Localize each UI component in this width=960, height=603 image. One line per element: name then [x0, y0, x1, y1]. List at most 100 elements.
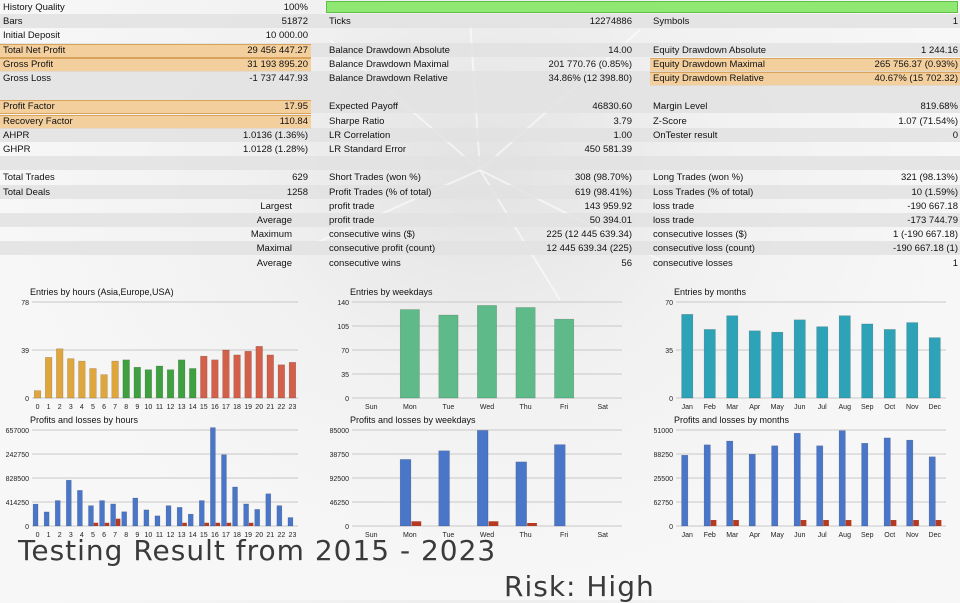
x-tick-label: Tue [443, 404, 455, 411]
profit-bar [66, 479, 72, 527]
profit-bar [132, 497, 139, 527]
report-value-r9c0: 1.0136 (1.36%) [243, 129, 308, 141]
report-label-r18c2: consecutive losses [653, 257, 733, 269]
row-band [0, 14, 960, 29]
loss-bar [800, 520, 807, 526]
x-tick-label: 2 [58, 532, 62, 539]
profit-bar [554, 444, 566, 527]
y-tick-label: 0 [25, 524, 29, 531]
row-band [0, 241, 960, 256]
profit-bar [287, 517, 294, 527]
bar [515, 307, 536, 399]
chart-0: Entries by hours (Asia,Europe,USA) 78 39 0 0… [6, 287, 306, 414]
report-value-r17c0: Maximal [256, 243, 292, 255]
profit-bar [54, 500, 61, 527]
report-label-r1c2: Symbols [653, 16, 690, 28]
bar [111, 360, 119, 399]
report-value-r7c2: 819.68% [920, 101, 958, 113]
loss-bar [411, 521, 422, 526]
loss-bar [182, 522, 187, 526]
report-label-r7c1: Expected Payoff [329, 101, 399, 113]
report-value-r8c0: 110.84 [279, 115, 308, 127]
y-tick-label: 762750 [654, 500, 673, 507]
bar [838, 315, 851, 399]
x-tick-label: Thu [520, 404, 532, 411]
profit-bar [703, 444, 711, 527]
x-tick-label: 4 [80, 532, 84, 539]
x-tick-label: 14 [189, 532, 197, 539]
bar [100, 374, 108, 399]
x-tick-label: 12 [167, 404, 175, 411]
report-value-r1c1: 12274886 [589, 16, 632, 28]
report-value-r2c1 [520, 29, 634, 42]
chart-title: Profits and losses by months [674, 415, 790, 425]
bar [277, 364, 285, 399]
report-value-r3c0: 29 456 447.27 [247, 44, 308, 56]
report-value-r16c1: 225 (12 445 639.34) [546, 229, 632, 241]
report-value-r3c2: 1 244.16 [921, 44, 958, 56]
y-tick-label: 2288250 [654, 452, 673, 459]
bar [67, 358, 75, 399]
chart-title: Profits and losses by weekdays [350, 415, 476, 425]
report-value-r2c2 [848, 29, 960, 42]
report-label-r8c2: Z-Score [653, 115, 687, 127]
report-value-r5c0: -1 737 447.93 [249, 73, 308, 84]
bar [144, 369, 152, 399]
report-label-r10c0: GHPR [3, 144, 31, 155]
caption-risk: Risk: High [504, 570, 655, 603]
loss-bar [488, 521, 499, 526]
report-value-r15c0: Average [256, 215, 292, 226]
caption-title: Testing Result from 2015 - 2023 [18, 534, 497, 567]
loss-bar [104, 522, 110, 526]
report-value-r6c1 [520, 86, 634, 99]
report-label-r1c0: Bars [3, 16, 23, 28]
x-tick-label: 20 [255, 532, 263, 539]
report-value-r16c0: Maximum [250, 229, 292, 241]
bar [554, 318, 575, 399]
profit-bar [199, 500, 205, 527]
profit-bar [265, 493, 272, 527]
report-label-r15c2: loss trade [653, 215, 695, 226]
bar [266, 354, 274, 399]
report-value-r10c1: 450 581.39 [584, 144, 632, 155]
bar [816, 326, 829, 399]
row-band [0, 184, 960, 199]
profit-bar [861, 442, 869, 527]
report-value-r14c2: -190 667.18 [907, 200, 958, 212]
bar [771, 331, 784, 399]
profit-bar [793, 432, 801, 527]
report-value-r0c0: 100% [283, 2, 308, 13]
row-band [0, 127, 960, 142]
chart-svg: 140 105 70 35 0 Sun Mon Tue Wed Thu Fri Sat [337, 300, 622, 411]
chart-svg: 70 35 0 Jan Feb Mar Apr May Jun Jul Aug Sep Oct Nov De… [665, 300, 946, 411]
x-tick-label: Dec [929, 532, 942, 539]
report-value-r5c1: 34.86% (12 398.80) [548, 73, 632, 84]
chart-2: Entries by months 70 35 0 Jan Feb Mar Apr May Jun… [654, 287, 954, 414]
loss-bar [93, 522, 99, 526]
loss-bar [226, 522, 232, 526]
profit-bar [43, 511, 50, 527]
x-tick-label: Thu [520, 532, 532, 539]
x-tick-label: Fri [560, 532, 569, 539]
bar [861, 323, 874, 399]
bar [477, 305, 497, 399]
x-tick-label: 6 [102, 404, 106, 411]
bar [438, 314, 459, 399]
x-tick-label: Sep [861, 532, 874, 539]
profit-bar [110, 503, 116, 527]
x-tick-label: Sep [861, 404, 874, 411]
x-tick-label: 0 [36, 404, 40, 411]
x-tick-label: 20 [255, 404, 263, 411]
bar [883, 329, 896, 399]
x-tick-label: Wed [480, 532, 494, 539]
report-label-r15c1: profit trade [329, 215, 375, 226]
y-tick-label: 5657000 [6, 428, 29, 435]
x-tick-label: May [771, 532, 785, 539]
bar [928, 337, 941, 399]
profit-bar [276, 505, 283, 527]
x-tick-label: 3 [69, 404, 73, 411]
loss-bar [115, 518, 121, 526]
report-label-r9c1: LR Correlation [329, 129, 391, 141]
x-tick-label: 17 [222, 532, 230, 539]
report-label-r13c1: Profit Trades (% of total) [329, 186, 432, 198]
